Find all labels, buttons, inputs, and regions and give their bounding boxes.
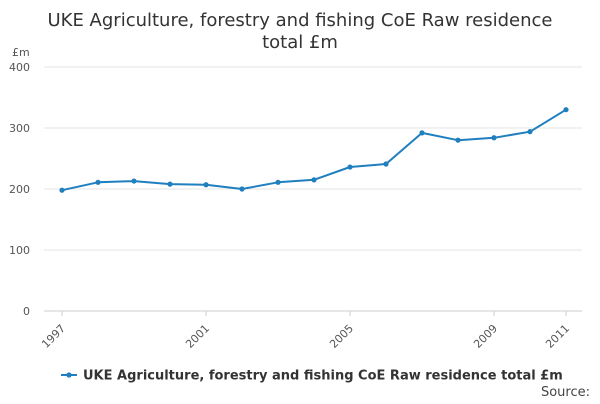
y-tick-label: 100 (9, 244, 30, 257)
data-point (167, 181, 173, 187)
data-point (383, 161, 389, 167)
data-point (455, 137, 461, 143)
y-tick-label: 400 (9, 61, 30, 74)
data-point (419, 130, 425, 136)
data-point (203, 182, 209, 188)
legend-label: UKE Agriculture, forestry and fishing Co… (83, 369, 563, 384)
series-layer (59, 107, 569, 193)
chart-title-line: UKE Agriculture, forestry and fishing Co… (47, 10, 552, 31)
x-tick-label: 2009 (471, 322, 500, 351)
chart-title-line: total £m (262, 32, 338, 53)
x-axis-ticks: 1997 2001 2005 2009 2011 (39, 311, 572, 351)
gridlines (44, 66, 582, 312)
y-axis-ticks: 0 100 200 300 400 (9, 61, 30, 318)
y-axis-unit-label: £m (12, 46, 30, 59)
data-point (311, 177, 317, 183)
y-tick-label: 200 (9, 183, 30, 196)
data-point (95, 179, 101, 185)
data-point (239, 186, 245, 192)
legend: UKE Agriculture, forestry and fishing Co… (61, 369, 563, 384)
data-point (347, 164, 353, 170)
y-tick-label: 0 (23, 305, 30, 318)
source-label: Source: (541, 385, 590, 400)
x-tick-label: 2011 (543, 322, 572, 351)
data-point (275, 179, 281, 185)
chart-title: UKE Agriculture, forestry and fishing Co… (47, 10, 552, 53)
data-point (491, 135, 497, 141)
x-tick-label: 2005 (327, 322, 356, 351)
data-point (131, 178, 137, 184)
data-point (563, 107, 569, 113)
y-tick-label: 300 (9, 122, 30, 135)
legend-swatch-marker (66, 372, 72, 378)
x-tick-label: 2001 (183, 322, 212, 351)
x-tick-label: 1997 (39, 322, 68, 351)
data-point (59, 187, 65, 193)
data-point (527, 129, 533, 135)
